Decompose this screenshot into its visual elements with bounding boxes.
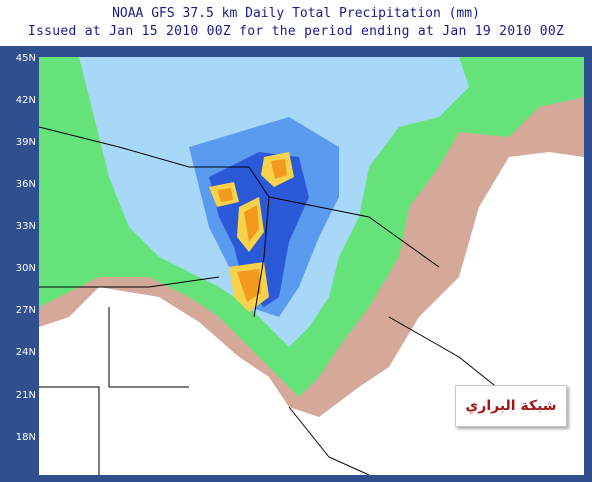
border-line xyxy=(108,307,189,388)
precipitation-map xyxy=(39,57,584,475)
lat-label-30n: 30N xyxy=(15,263,36,274)
lat-label-36n: 36N xyxy=(15,179,36,190)
precip-band-orange-south xyxy=(237,269,261,302)
precip-band-orange-north xyxy=(271,159,287,179)
precip-band-orange-west xyxy=(217,188,233,202)
precip-band-orange-center xyxy=(244,205,259,242)
lat-label-24n: 24N xyxy=(15,347,36,358)
border-line xyxy=(39,386,100,475)
border-line xyxy=(248,166,270,318)
lat-label-18n: 18N xyxy=(15,432,36,443)
lat-label-33n: 33N xyxy=(15,221,36,232)
map-subtitle: Issued at Jan 15 2010 00Z for the period… xyxy=(27,24,565,39)
border-line xyxy=(288,406,370,475)
border-line xyxy=(39,126,249,168)
lat-label-27n: 27N xyxy=(15,305,36,316)
watermark-badge: شبكة البراري xyxy=(455,385,567,427)
lat-label-45n: 45N xyxy=(15,53,36,64)
country-borders xyxy=(39,126,510,475)
lat-label-21n: 21N xyxy=(15,390,36,401)
border-line xyxy=(39,276,220,288)
lat-label-42n: 42N xyxy=(15,95,36,106)
precipitation-contours xyxy=(39,57,584,475)
border-line xyxy=(388,316,510,398)
lat-label-39n: 39N xyxy=(15,137,36,148)
border-line xyxy=(268,196,440,268)
map-title: NOAA GFS 37.5 km Daily Total Precipitati… xyxy=(112,6,480,21)
